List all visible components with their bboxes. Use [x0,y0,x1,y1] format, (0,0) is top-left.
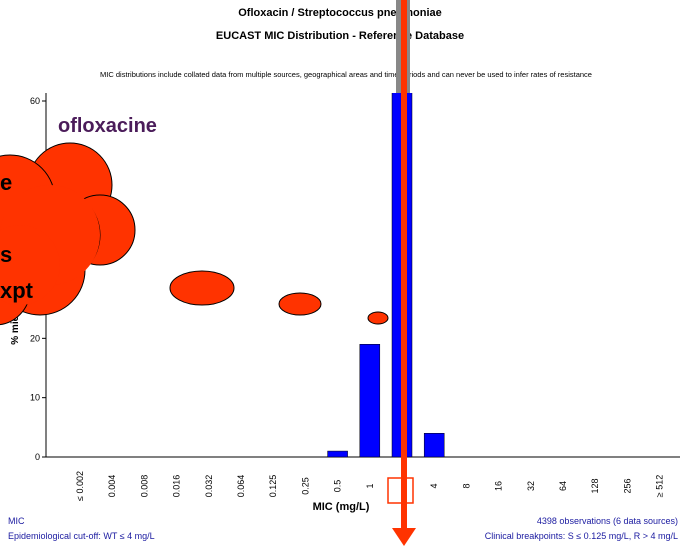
x-tick-label: 32 [526,481,536,491]
y-tick-label: 0 [35,452,40,462]
x-tick-label: 64 [558,481,568,491]
chart-title: Ofloxacin / Streptococcus pneumoniae [238,7,442,19]
bubble [169,270,235,306]
x-axis-label: MIC (mg/L) [313,501,370,513]
x-tick-label: 0.25 [300,477,310,495]
bar [423,433,445,457]
arrow-shaft [401,0,407,530]
x-tick-label: 128 [590,478,600,493]
footer-left: MIC [8,516,25,526]
footer-right: 4398 observations (6 data sources) [537,516,678,526]
highlight-box [387,477,414,504]
cloud-fill [0,185,100,305]
x-tick-label: 0.016 [172,475,182,498]
bubble [367,311,389,325]
x-tick-label: 4 [429,483,439,488]
x-tick-label: 0.064 [236,475,246,498]
x-tick-label: 0.5 [333,480,343,493]
y-tick-label: 10 [30,393,40,403]
x-tick-label: ≤ 0.002 [75,471,85,501]
x-tick-label: 0.008 [139,475,149,498]
x-tick-label: 256 [622,478,632,493]
x-tick-label: 8 [461,483,471,488]
x-tick-label: 0.032 [204,475,214,498]
x-tick-label: 16 [494,481,504,491]
annotation: ofloxacine [58,115,157,137]
cloud-text: s [0,242,12,267]
y-tick-label: 20 [30,333,40,343]
cloud-text: e [0,170,12,195]
y-tick-label: 60 [30,96,40,106]
footer-left: Epidemiological cut-off: WT ≤ 4 mg/L [8,531,155,541]
bar [327,450,348,457]
x-tick-label: 0.125 [268,475,278,498]
bubble [278,292,322,316]
footer-right: Clinical breakpoints: S ≤ 0.125 mg/L, R … [485,531,678,541]
x-tick-label: ≥ 512 [655,475,665,497]
x-tick-label: 0.004 [107,475,117,498]
x-tick-label: 1 [365,483,375,488]
overlay: e s xpt [0,0,416,546]
note: MIC distributions include collated data … [100,70,592,79]
chart-subtitle: EUCAST MIC Distribution - Reference Data… [216,30,464,42]
cloud-text: xpt [0,278,34,303]
arrow-head [392,528,416,546]
bar [359,344,381,457]
